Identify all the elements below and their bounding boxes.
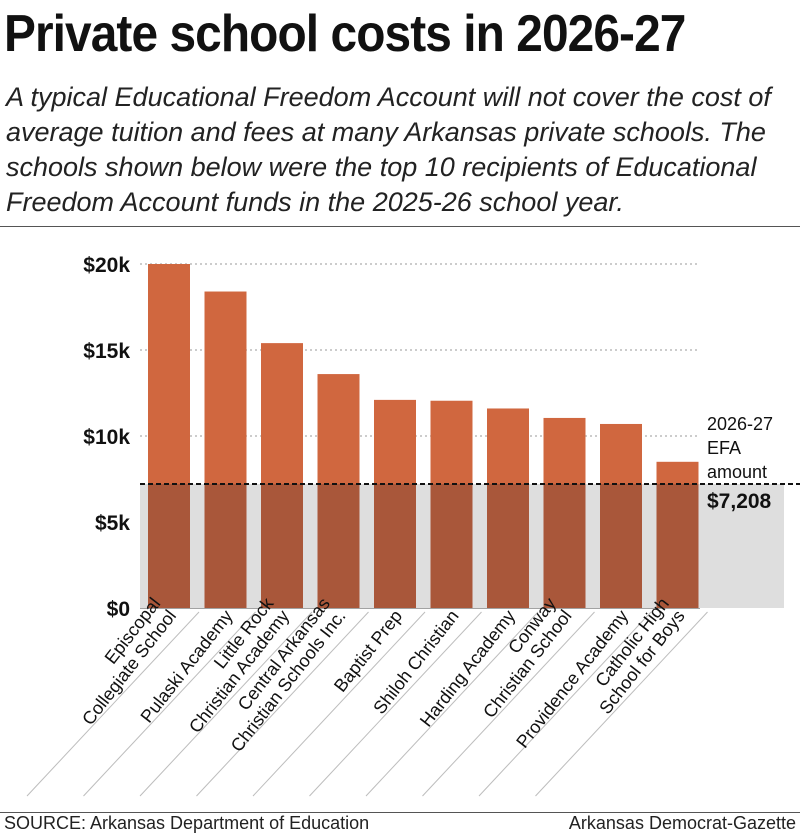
label-leader-line [83, 611, 256, 797]
top-divider [0, 226, 800, 227]
bar-below-efa [148, 484, 190, 608]
label-leader-line [309, 611, 482, 797]
reference-line-layer: 2026-27 EFA amount $7,208 [140, 414, 800, 513]
reference-line-value: $7,208 [707, 490, 772, 513]
bar-below-efa [317, 484, 360, 608]
bar-below-efa [656, 484, 699, 608]
label-leader-line [139, 611, 313, 797]
bars [148, 264, 699, 608]
label-leader-line [478, 611, 652, 797]
bar-below-efa [543, 484, 586, 608]
bar-below-efa [487, 484, 529, 608]
label-leader-line [26, 611, 200, 797]
bar-below-efa [600, 484, 642, 608]
label-leader-line [252, 611, 426, 797]
label-leader-line [365, 611, 539, 797]
bar-chart: 2026-27 EFA amount $7,208 $0 $5k $10k $15k $20k… [26, 254, 800, 797]
y-tick-label: $15k [83, 340, 130, 363]
bar-below-efa [204, 484, 247, 608]
reference-line-label: EFA [707, 438, 741, 458]
subtitle: A typical Educational Freedom Account wi… [6, 82, 771, 217]
y-axis-ticks: $0 $5k $10k $15k $20k [83, 254, 130, 621]
bar-below-efa [374, 484, 416, 608]
y-tick-label: $10k [83, 426, 130, 449]
y-tick-label: $0 [107, 598, 130, 621]
reference-line-label: 2026-27 [707, 414, 773, 434]
bar-below-efa [430, 484, 473, 608]
label-leader-line [196, 611, 369, 797]
credit-line: Arkansas Democrat-Gazette [568, 813, 796, 833]
headline: Private school costs in 2026-27 [4, 5, 686, 63]
bar-below-efa [261, 484, 303, 608]
label-leader-line [422, 611, 595, 797]
label-leader-line [535, 611, 708, 797]
reference-line-label: amount [707, 462, 767, 482]
y-tick-label: $20k [83, 254, 130, 277]
source-note: SOURCE: Arkansas Department of Education [4, 813, 370, 833]
bottom-divider [0, 812, 800, 813]
y-tick-label: $5k [95, 512, 130, 535]
